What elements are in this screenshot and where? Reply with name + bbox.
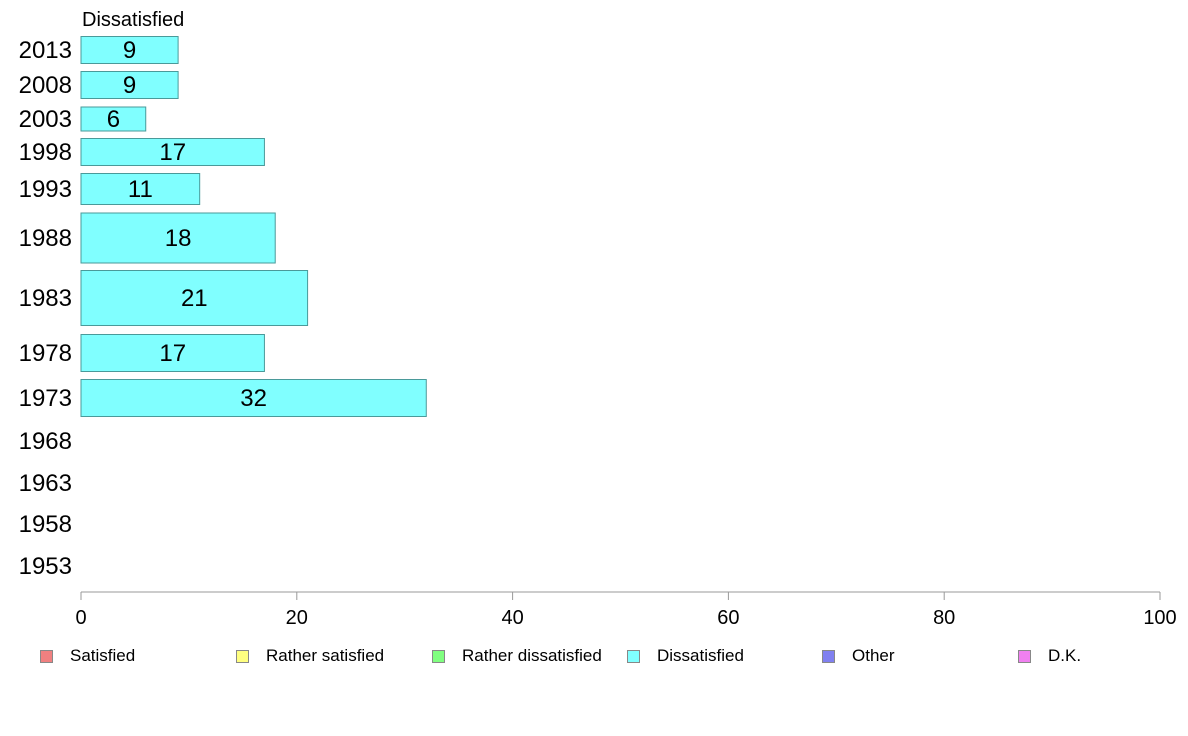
bar [80,36,179,64]
legend-label: Other [852,646,895,665]
y-tick-label: 1963 [19,470,72,497]
y-tick-label: 2003 [19,106,72,133]
y-tick-label: 1983 [19,285,72,312]
y-tick-label: 1998 [19,139,72,166]
x-tick-label: 40 [501,607,523,629]
bar-value-label: 21 [181,285,208,312]
legend-label: Satisfied [70,646,136,665]
y-tick-label: 2008 [19,72,72,99]
legend: Satisfied Rather satisfied Rather dissatis… [0,644,1188,674]
y-tick-label: 1973 [19,385,72,412]
legend-swatch [236,649,249,663]
legend-item: Rather dissatisfied [432,644,602,668]
x-tick-label: 100 [1143,607,1176,629]
legend-item: Satisfied [40,644,135,668]
bar [80,71,179,99]
bar [80,212,276,264]
legend-label: Rather dissatisfied [462,646,602,665]
x-tick-label: 0 [75,607,86,629]
x-axis: 0 20 40 60 80 100 [75,591,1177,629]
bar [80,379,427,417]
y-axis-labels: 2013 2008 2003 1998 1993 1988 1983 1978 1973 1968… [19,37,72,580]
bar-value-label: 32 [240,385,267,412]
chart-title: Dissatisfied [82,9,184,31]
legend-item: Rather satisfied [236,644,384,668]
y-tick-label: 1958 [19,511,72,538]
y-tick-label: 1968 [19,428,72,455]
x-tick-label: 20 [286,607,308,629]
legend-item: Dissatisfied [627,644,744,668]
bar-value-label: 6 [107,106,120,133]
bar-value-label: 9 [123,72,136,99]
y-tick-label: 2013 [19,37,72,64]
x-tick-label: 60 [717,607,739,629]
legend-label: D.K. [1048,646,1082,665]
bar-value-label: 9 [123,37,136,64]
bar-value-label: 18 [165,225,192,252]
legend-label: Dissatisfied [657,646,744,665]
bar [80,334,265,372]
legend-swatch [627,649,640,663]
legend-swatch [1018,649,1031,663]
y-tick-label: 1988 [19,225,72,252]
bar-value-label: 17 [159,340,186,367]
bar [80,138,265,166]
legend-swatch [432,649,445,663]
legend-item: Other [822,644,895,668]
bar [80,173,201,205]
bar-value-label: 17 [159,139,186,166]
x-tick-label: 80 [933,607,955,629]
bar [80,270,309,326]
legend-swatch [822,649,835,663]
bar-value-label: 11 [128,176,153,203]
legend-item: D.K. [1018,644,1081,668]
y-tick-label: 1993 [19,176,72,203]
bar [80,106,147,132]
legend-swatch [40,649,53,663]
legend-label: Rather satisfied [266,646,385,665]
y-tick-label: 1978 [19,340,72,367]
y-tick-label: 1953 [19,553,72,580]
